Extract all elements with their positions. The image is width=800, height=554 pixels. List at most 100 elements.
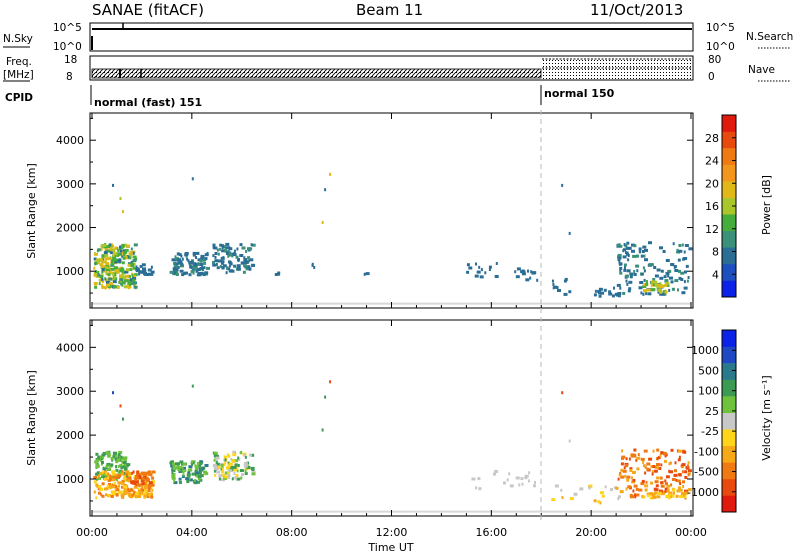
echo-cell — [655, 484, 659, 488]
echo-cell — [194, 464, 197, 468]
echo-cell — [664, 279, 669, 283]
echo-cell — [134, 492, 139, 495]
echo-cell — [630, 272, 634, 276]
echo-cell — [125, 274, 129, 278]
echo-cell — [123, 463, 128, 467]
echo-cell — [527, 269, 529, 273]
nave-bottom-tick: 0 — [708, 71, 715, 83]
echo-cell — [234, 463, 238, 467]
echo-cell — [684, 270, 687, 274]
nsearch-label: N.Search — [746, 31, 793, 43]
echo-cell — [99, 487, 104, 491]
echo-cell — [101, 285, 104, 289]
echo-cell — [239, 469, 244, 472]
echo-cell — [687, 469, 692, 473]
echo-cell — [682, 480, 685, 484]
echo-cell — [521, 482, 524, 486]
echo-cell — [104, 254, 109, 258]
echo-cell — [644, 248, 648, 252]
echo-cell — [169, 270, 174, 274]
echo-cell — [648, 263, 652, 267]
echo-cell — [243, 264, 248, 268]
echo-cell — [100, 247, 103, 251]
echo-cell — [111, 485, 115, 489]
echo-cell — [232, 465, 237, 469]
echo-cell — [225, 466, 230, 470]
echo-cell — [645, 282, 649, 286]
echo-cell — [133, 285, 138, 289]
echo-cell — [175, 462, 179, 466]
echo-cell — [122, 249, 127, 253]
echo-cell — [674, 279, 679, 283]
echo-cell — [178, 468, 181, 472]
echo-cell — [608, 292, 613, 296]
echo-cell — [221, 470, 225, 474]
echo-cell — [132, 255, 137, 259]
echo-cell — [199, 266, 204, 270]
echo-cell — [687, 488, 692, 492]
echo-cell — [114, 473, 117, 477]
echo-cell — [185, 477, 190, 481]
echo-cell — [478, 487, 482, 491]
freq-panel: Freq. [MHz] 18 8 80 0 Nave — [3, 54, 790, 83]
echo-cell — [600, 491, 604, 495]
echo-cell — [641, 272, 644, 276]
echo-cell — [135, 483, 138, 487]
echo-cell — [127, 274, 131, 278]
echo-cell — [129, 478, 132, 482]
echo-cell — [171, 476, 176, 480]
echo-cell — [671, 478, 676, 481]
echo-cell — [683, 250, 686, 254]
echo-cell — [123, 253, 126, 257]
echo-cell — [106, 476, 109, 480]
scatter-point — [324, 395, 327, 399]
echo-cell — [474, 274, 479, 278]
echo-cell — [95, 452, 99, 456]
echo-cell — [215, 460, 218, 464]
echo-cell — [243, 453, 246, 457]
velocity-panel: 4000 3000 2000 1000 Slant Range [km] 1000 50… — [25, 319, 773, 554]
echo-cell — [629, 493, 633, 497]
echo-cell — [195, 471, 200, 475]
echo-cell — [230, 269, 233, 273]
echo-cell — [120, 493, 125, 497]
echo-cell — [553, 285, 557, 289]
echo-cell — [243, 256, 246, 260]
echo-cell — [93, 490, 96, 494]
echo-cell — [225, 246, 228, 250]
echo-cell — [222, 264, 227, 268]
echo-cell — [231, 477, 234, 481]
echo-cell — [633, 244, 637, 248]
echo-cell — [649, 496, 654, 500]
echo-cell — [137, 495, 142, 498]
echo-cell — [520, 477, 524, 481]
echo-cell — [130, 253, 132, 257]
echo-cell — [213, 246, 218, 250]
echo-cell — [636, 456, 641, 460]
freq-bottom-tick: 8 — [66, 71, 73, 83]
echo-cell — [624, 474, 627, 478]
echo-cell — [204, 271, 209, 275]
echo-cell — [662, 290, 666, 294]
echo-cell — [618, 243, 621, 247]
echo-cell — [241, 246, 246, 250]
echo-cell — [106, 283, 110, 287]
echo-cell — [488, 268, 491, 271]
echo-cell — [220, 261, 224, 265]
echo-cell — [627, 289, 631, 293]
echo-cell — [650, 481, 654, 485]
echo-cell — [642, 292, 645, 296]
echo-cell — [630, 453, 635, 457]
echo-cell — [134, 257, 138, 261]
echo-cell — [665, 482, 668, 486]
echo-cell — [109, 251, 113, 255]
ytick-label: 2000 — [56, 222, 84, 235]
echo-cell — [109, 243, 112, 247]
echo-cell — [133, 283, 136, 287]
echo-cell — [620, 475, 625, 479]
colorbar-tick-label: -100 — [694, 445, 719, 458]
echo-cell — [101, 254, 106, 258]
echo-cell — [113, 250, 115, 254]
echo-cell — [182, 462, 187, 466]
echo-cell — [245, 462, 248, 466]
